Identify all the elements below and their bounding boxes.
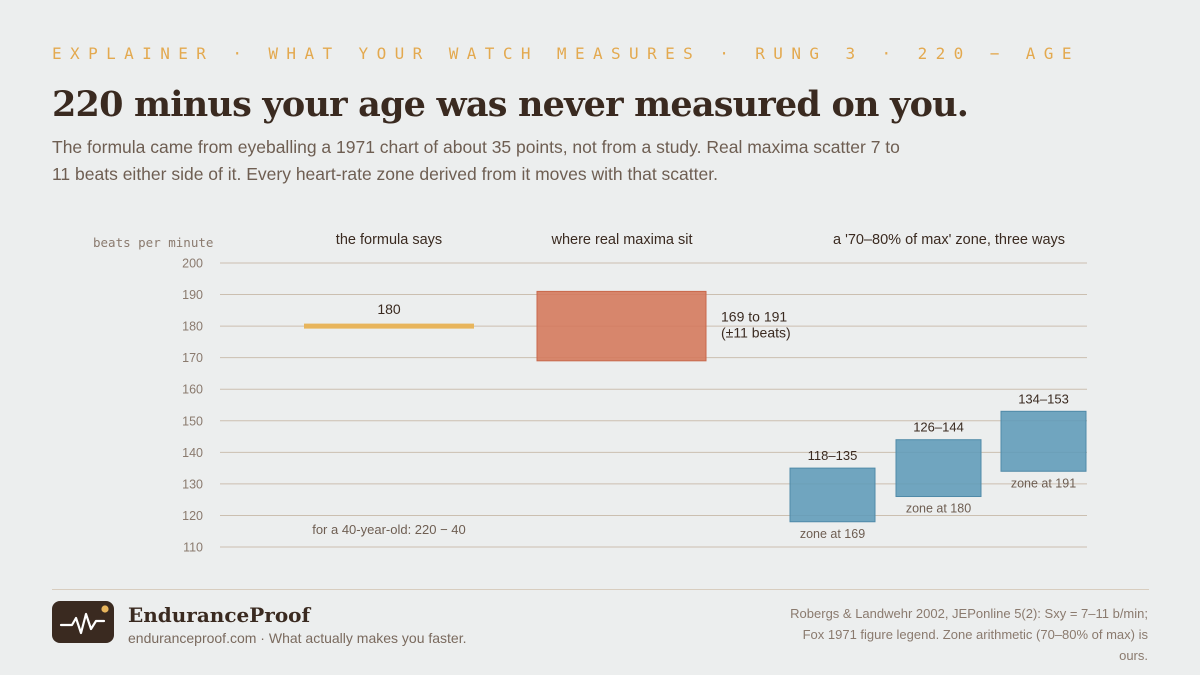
range-bar: [536, 290, 707, 362]
y-tick-label: 170: [182, 351, 203, 365]
footer-rule: [52, 589, 1149, 590]
dek: The formula came from eyeballing a 1971 …: [52, 137, 900, 184]
brand-tagline: enduranceproof.com · What actually makes…: [128, 630, 467, 646]
zone-range-label: 118–135: [808, 448, 858, 463]
y-tick-label: 140: [182, 446, 203, 460]
range-label: 169 to 191: [721, 308, 787, 324]
y-tick-labels: 110 120 130 140 150 160 170 180 190 200: [182, 257, 203, 555]
brand-name: EnduranceProof: [128, 603, 311, 627]
zone-caption: zone at 191: [1011, 476, 1076, 490]
y-axis-label: beats per minute: [93, 235, 213, 250]
y-tick-label: 120: [182, 509, 203, 523]
formula-bar: [304, 323, 474, 329]
formula-value-label: 180: [377, 301, 401, 317]
logo: [52, 601, 114, 643]
y-tick-label: 160: [182, 383, 203, 397]
y-tick-label: 190: [182, 288, 203, 302]
y-tick-label: 110: [183, 541, 203, 555]
range-label-secondary: (±11 beats): [721, 324, 791, 340]
y-tick-label: 180: [182, 320, 203, 334]
zone-range-label: 126–144: [913, 420, 964, 435]
y-tick-label: 150: [182, 414, 203, 428]
y-tick-label: 130: [182, 477, 203, 491]
zone-bar: [789, 467, 876, 523]
formula-note: for a 40-year-old: 220 − 40: [312, 522, 466, 537]
group-heading-formula: the formula says: [336, 232, 442, 248]
headline: 220 minus your age was never measured on…: [52, 84, 969, 125]
y-tick-label: 200: [182, 257, 203, 271]
zone-range-label: 134–153: [1018, 391, 1069, 406]
heart-rate-chart: 110 120 130 140 150 160 170 180 190 200 beats per…: [93, 232, 1087, 555]
group-heading-range: where real maxima sit: [550, 232, 692, 248]
source-note: Robergs & Landwehr 2002, JEPonline 5(2):…: [790, 606, 1148, 663]
zone-caption: zone at 180: [906, 502, 971, 516]
zone-bar: [1000, 410, 1087, 472]
group-heading-zones: a '70–80% of max' zone, three ways: [833, 232, 1065, 248]
zone-caption: zone at 169: [800, 527, 865, 541]
zone-bar: [895, 439, 982, 498]
kicker: EXPLAINER · WHAT YOUR WATCH MEASURES · R…: [52, 44, 1080, 63]
heartbeat-icon: [59, 605, 109, 635]
chart-marks: 180 169 to 191(±11 beats) 118–135 zone at 1…: [304, 290, 1087, 541]
